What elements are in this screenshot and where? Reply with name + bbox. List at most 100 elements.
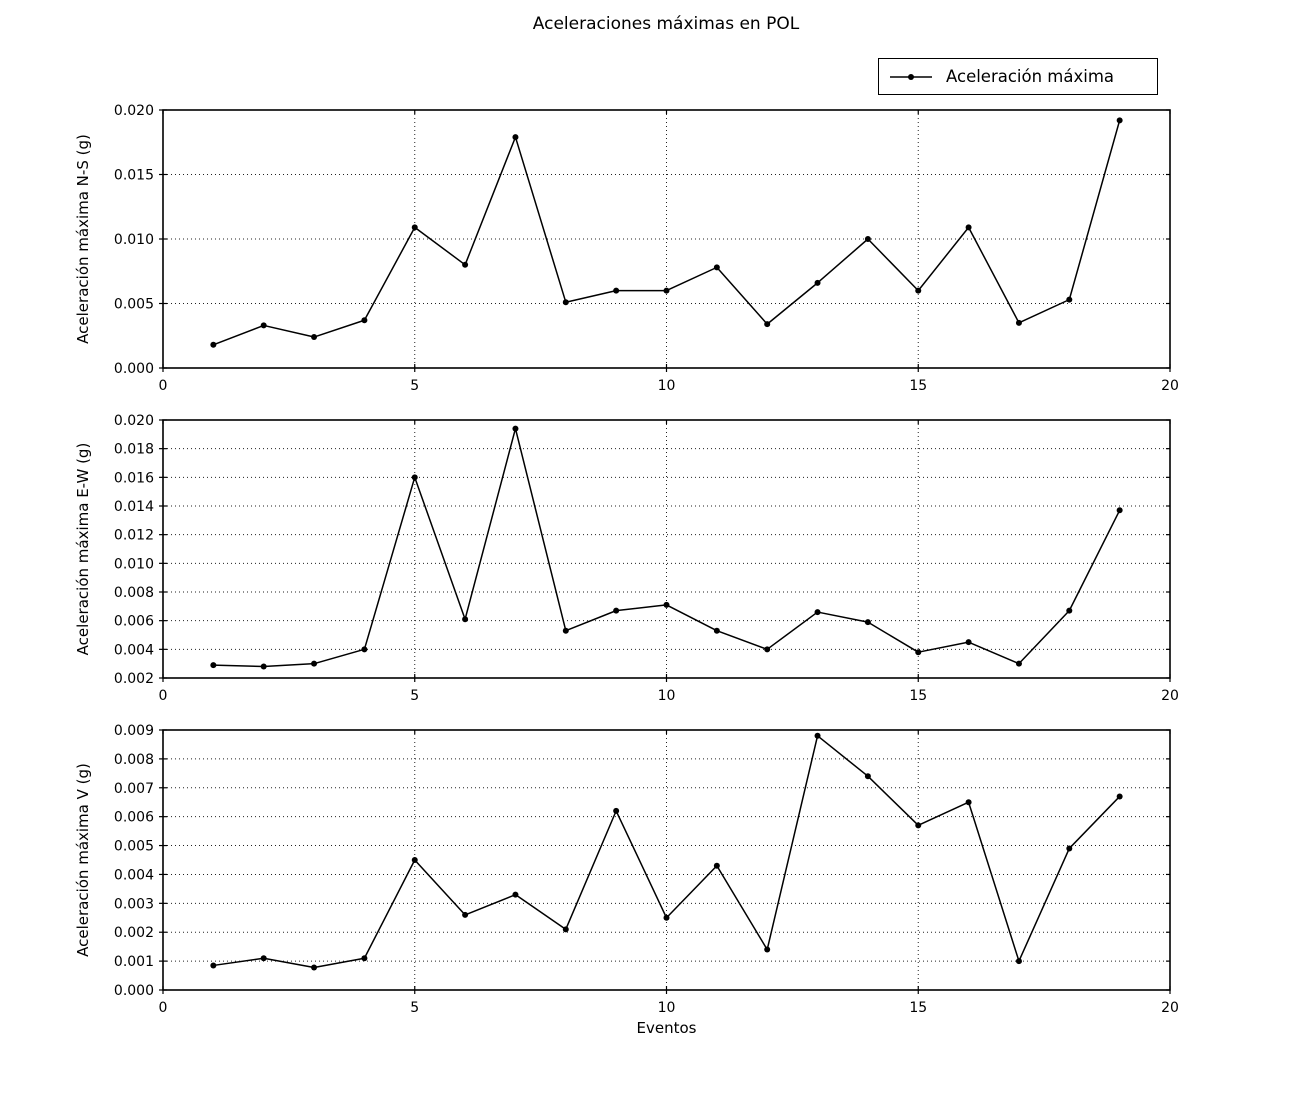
data-point bbox=[210, 662, 217, 669]
data-point bbox=[613, 807, 620, 814]
subplot-ns: 0 5 10 15 20 0.000 0.005 0.010 0.015 0.020 Acelera… bbox=[74, 103, 1179, 394]
figure-title: Aceleraciones máximas en POL bbox=[532, 14, 800, 34]
data-point bbox=[1015, 660, 1022, 667]
y-tick-label: 0.008 bbox=[114, 585, 154, 601]
data-point bbox=[1116, 117, 1123, 124]
data-point bbox=[713, 627, 720, 634]
y-tick-label: 0.014 bbox=[114, 499, 154, 515]
data-point bbox=[764, 321, 771, 328]
y-tick-label: 0.010 bbox=[114, 556, 154, 572]
y-tick-label: 0.004 bbox=[114, 867, 154, 883]
y-tick-label: 0.000 bbox=[114, 983, 154, 999]
x-tick-label: 10 bbox=[658, 688, 676, 704]
x-tick-label: 20 bbox=[1161, 688, 1179, 704]
y-tick-label: 0.005 bbox=[114, 297, 154, 313]
data-point bbox=[411, 857, 418, 863]
data-point bbox=[562, 926, 569, 933]
x-tick-label: 20 bbox=[1161, 1000, 1179, 1016]
y-tick-label: 0.020 bbox=[114, 413, 154, 429]
data-point bbox=[613, 287, 620, 294]
y-axis-label: Aceleración máxima N-S (g) bbox=[74, 134, 92, 344]
data-point bbox=[663, 287, 670, 294]
data-point bbox=[1066, 296, 1073, 303]
data-point bbox=[210, 962, 217, 969]
data-point bbox=[361, 317, 368, 324]
data-point bbox=[260, 663, 267, 670]
data-point bbox=[260, 322, 267, 329]
x-tick-label: 0 bbox=[159, 688, 168, 704]
data-point bbox=[713, 862, 720, 869]
y-tick-label: 0.015 bbox=[114, 168, 154, 184]
data-point bbox=[864, 773, 871, 780]
data-point bbox=[1066, 607, 1073, 614]
y-axis-label: Aceleración máxima E-W (g) bbox=[74, 443, 92, 656]
x-tick-label: 15 bbox=[909, 1000, 927, 1016]
legend-label: Aceleración máxima bbox=[946, 67, 1115, 86]
data-point bbox=[361, 646, 368, 653]
data-line bbox=[213, 120, 1121, 346]
y-tick-label: 0.002 bbox=[114, 671, 154, 687]
data-point bbox=[260, 955, 267, 962]
data-point bbox=[764, 946, 771, 953]
y-tick-label: 0.010 bbox=[114, 232, 154, 248]
x-tick-label: 0 bbox=[159, 378, 168, 394]
data-point bbox=[210, 341, 217, 348]
y-tick-label: 0.012 bbox=[114, 528, 154, 544]
y-tick-label: 0.000 bbox=[114, 361, 154, 377]
y-tick-label: 0.002 bbox=[114, 925, 154, 941]
data-point bbox=[663, 601, 670, 608]
y-tick-label: 0.004 bbox=[114, 642, 154, 658]
data-point bbox=[915, 822, 922, 829]
data-point bbox=[462, 616, 469, 623]
y-tick-label: 0.005 bbox=[114, 839, 154, 855]
data-point bbox=[965, 224, 972, 231]
y-tick-label: 0.016 bbox=[114, 470, 154, 486]
data-point bbox=[361, 955, 368, 962]
data-point bbox=[764, 646, 771, 653]
x-tick-label: 10 bbox=[658, 1000, 676, 1016]
x-tick-label: 10 bbox=[658, 378, 676, 394]
data-point bbox=[965, 799, 972, 806]
legend-line-marker-icon bbox=[890, 73, 932, 80]
y-tick-label: 0.001 bbox=[114, 954, 154, 970]
data-point bbox=[512, 134, 519, 141]
data-point bbox=[814, 732, 821, 739]
y-tick-label: 0.009 bbox=[114, 723, 154, 739]
y-tick-label: 0.003 bbox=[114, 896, 154, 912]
data-point bbox=[311, 964, 318, 971]
x-axis-label: Eventos bbox=[637, 1019, 697, 1037]
data-point bbox=[814, 609, 821, 616]
data-point bbox=[311, 660, 318, 667]
data-point bbox=[1015, 958, 1022, 965]
y-tick-label: 0.007 bbox=[114, 781, 154, 797]
data-point bbox=[512, 891, 519, 898]
y-tick-label: 0.008 bbox=[114, 752, 154, 768]
y-tick-label: 0.006 bbox=[114, 810, 154, 826]
data-point bbox=[663, 914, 670, 921]
data-point bbox=[1015, 319, 1022, 326]
data-point bbox=[713, 264, 720, 271]
data-point bbox=[512, 425, 519, 432]
data-point bbox=[814, 279, 821, 286]
data-point bbox=[864, 619, 871, 626]
x-tick-label: 5 bbox=[410, 378, 419, 394]
x-tick-label: 5 bbox=[410, 1000, 419, 1016]
subplot-v: 0 5 10 15 20 0.000 0.001 0.002 0.003 0.004 0.005 0.… bbox=[74, 723, 1179, 1016]
y-tick-label: 0.018 bbox=[114, 442, 154, 458]
x-tick-label: 15 bbox=[909, 688, 927, 704]
data-point bbox=[462, 261, 469, 268]
y-axis-label: Aceleración máxima V (g) bbox=[74, 763, 92, 957]
y-tick-label: 0.020 bbox=[114, 103, 154, 119]
data-point bbox=[411, 474, 418, 481]
x-tick-label: 5 bbox=[410, 688, 419, 704]
data-point bbox=[915, 287, 922, 294]
y-tick-label: 0.006 bbox=[114, 614, 154, 630]
data-point bbox=[311, 334, 318, 341]
data-point bbox=[562, 299, 569, 306]
x-tick-label: 0 bbox=[159, 1000, 168, 1016]
legend-box: Aceleración máxima bbox=[878, 58, 1158, 95]
x-tick-label: 20 bbox=[1161, 378, 1179, 394]
data-point bbox=[965, 639, 972, 646]
